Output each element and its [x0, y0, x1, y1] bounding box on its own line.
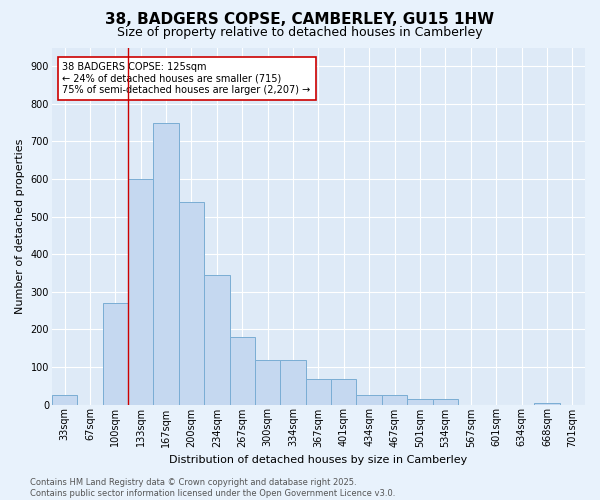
Bar — [128, 179, 154, 404]
Bar — [306, 379, 331, 404]
Bar — [382, 395, 407, 404]
Text: 38, BADGERS COPSE, CAMBERLEY, GU15 1HW: 38, BADGERS COPSE, CAMBERLEY, GU15 1HW — [106, 12, 494, 28]
X-axis label: Distribution of detached houses by size in Camberley: Distribution of detached houses by size … — [169, 455, 467, 465]
Bar — [179, 202, 204, 404]
Bar — [433, 399, 458, 404]
Text: Size of property relative to detached houses in Camberley: Size of property relative to detached ho… — [117, 26, 483, 39]
Bar — [103, 303, 128, 404]
Bar — [255, 360, 280, 405]
Bar — [204, 275, 230, 404]
Bar — [534, 402, 560, 404]
Bar — [52, 395, 77, 404]
Bar — [280, 360, 306, 405]
Bar — [154, 122, 179, 404]
Bar — [407, 399, 433, 404]
Y-axis label: Number of detached properties: Number of detached properties — [15, 138, 25, 314]
Bar — [331, 379, 356, 404]
Text: 38 BADGERS COPSE: 125sqm
← 24% of detached houses are smaller (715)
75% of semi-: 38 BADGERS COPSE: 125sqm ← 24% of detach… — [62, 62, 311, 95]
Bar — [230, 337, 255, 404]
Text: Contains HM Land Registry data © Crown copyright and database right 2025.
Contai: Contains HM Land Registry data © Crown c… — [30, 478, 395, 498]
Bar — [356, 395, 382, 404]
